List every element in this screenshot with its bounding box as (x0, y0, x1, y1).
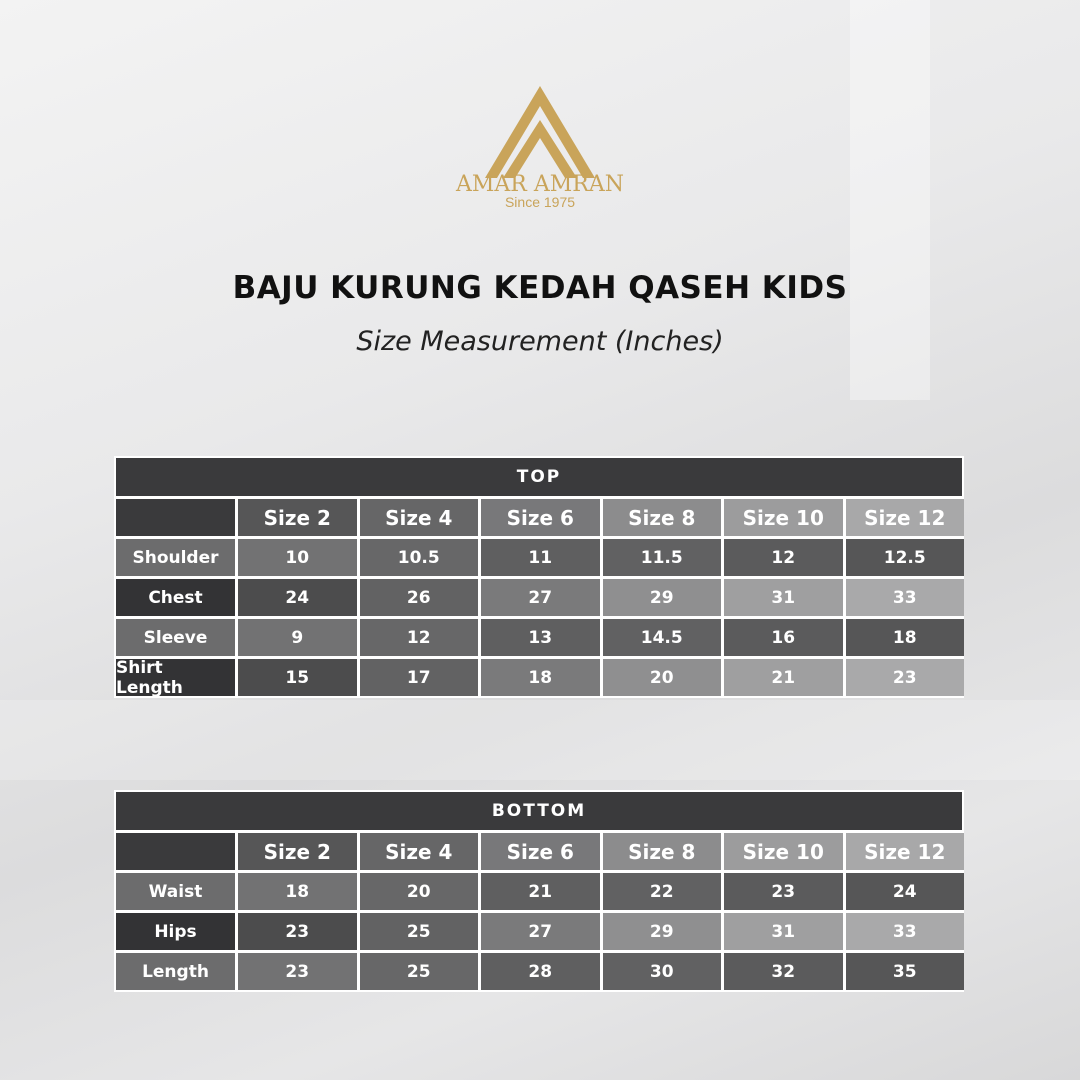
measurement-cell: 33 (845, 913, 964, 950)
top-size-table: TOP Size 2 Size 4 Size 6 Size 8 Size 10 Size 1… (114, 456, 964, 698)
measurement-cell: 25 (359, 953, 478, 990)
size-header-cell: Size 10 (724, 499, 843, 536)
size-header-cell: Size 4 (359, 499, 478, 536)
size-header-row: Size 2 Size 4 Size 6 Size 8 Size 10 Size 12 (116, 499, 964, 536)
measurement-cell: 29 (602, 913, 721, 950)
logo-mark-icon (485, 86, 595, 178)
row-label: Hips (116, 913, 235, 950)
measurement-cell: 13 (481, 619, 600, 656)
corner-cell (116, 499, 235, 536)
measurement-cell: 12 (724, 539, 843, 576)
measurement-cell: 14.5 (602, 619, 721, 656)
measurement-cell: 23 (724, 873, 843, 910)
size-header-cell: Size 12 (845, 833, 964, 870)
measurement-cell: 17 (359, 659, 478, 696)
measurement-cell: 20 (359, 873, 478, 910)
size-header-cell: Size 4 (359, 833, 478, 870)
background-light-panel (850, 0, 930, 400)
measurement-cell: 23 (845, 659, 964, 696)
page-subtitle: Size Measurement (Inches) (356, 326, 724, 357)
measurement-cell: 29 (602, 579, 721, 616)
measurement-cell: 10 (238, 539, 357, 576)
table-row: Waist 18 20 21 22 23 24 (116, 873, 964, 910)
measurement-cell: 10.5 (359, 539, 478, 576)
brand-name: AMAR AMRAN (456, 172, 624, 197)
row-label: Length (116, 953, 235, 990)
background-light-panel (0, 700, 1080, 780)
row-label: Waist (116, 873, 235, 910)
row-label: Shoulder (116, 539, 235, 576)
measurement-cell: 11 (481, 539, 600, 576)
page-title: BAJU KURUNG KEDAH QASEH KIDS (232, 270, 848, 306)
measurement-cell: 15 (238, 659, 357, 696)
measurement-cell: 9 (238, 619, 357, 656)
measurement-cell: 22 (602, 873, 721, 910)
table-row: Shoulder 10 10.5 11 11.5 12 12.5 (116, 539, 964, 576)
size-header-cell: Size 2 (238, 833, 357, 870)
table-row: Chest 24 26 27 29 31 33 (116, 579, 964, 616)
bottom-size-table: BOTTOM Size 2 Size 4 Size 6 Size 8 Size 10 Siz… (114, 790, 964, 992)
measurement-cell: 23 (238, 953, 357, 990)
size-header-cell: Size 2 (238, 499, 357, 536)
measurement-cell: 11.5 (602, 539, 721, 576)
measurement-cell: 20 (602, 659, 721, 696)
size-header-cell: Size 12 (845, 499, 964, 536)
measurement-cell: 18 (238, 873, 357, 910)
brand-since: Since 1975 (504, 194, 576, 210)
measurement-cell: 30 (602, 953, 721, 990)
measurement-cell: 27 (481, 579, 600, 616)
measurement-cell: 12.5 (845, 539, 964, 576)
measurement-cell: 31 (724, 579, 843, 616)
measurement-cell: 21 (724, 659, 843, 696)
row-label: Sleeve (116, 619, 235, 656)
table-heading: TOP (116, 458, 962, 496)
brand-logo: AMAR AMRAN Since 1975 (440, 86, 640, 210)
measurement-cell: 27 (481, 913, 600, 950)
measurement-cell: 21 (481, 873, 600, 910)
measurement-cell: 35 (845, 953, 964, 990)
size-header-cell: Size 8 (602, 833, 721, 870)
measurement-cell: 24 (238, 579, 357, 616)
measurement-cell: 18 (845, 619, 964, 656)
size-header-cell: Size 10 (724, 833, 843, 870)
size-header-cell: Size 6 (481, 833, 600, 870)
table-row: Length 23 25 28 30 32 35 (116, 953, 964, 990)
row-label: Chest (116, 579, 235, 616)
measurement-cell: 16 (724, 619, 843, 656)
size-header-cell: Size 6 (481, 499, 600, 536)
measurement-cell: 25 (359, 913, 478, 950)
table-row: Shirt Length 15 17 18 20 21 23 (116, 658, 964, 698)
measurement-cell: 31 (724, 913, 843, 950)
measurement-cell: 18 (481, 659, 600, 696)
corner-cell (116, 833, 235, 870)
measurement-cell: 23 (238, 913, 357, 950)
row-label: Shirt Length (116, 658, 235, 698)
measurement-cell: 32 (724, 953, 843, 990)
measurement-cell: 26 (359, 579, 478, 616)
table-row: Sleeve 9 12 13 14.5 16 18 (116, 619, 964, 656)
measurement-cell: 24 (845, 873, 964, 910)
size-header-row: Size 2 Size 4 Size 6 Size 8 Size 10 Size 12 (116, 833, 964, 870)
table-row: Hips 23 25 27 29 31 33 (116, 913, 964, 950)
measurement-cell: 28 (481, 953, 600, 990)
size-header-cell: Size 8 (602, 499, 721, 536)
table-heading: BOTTOM (116, 792, 962, 830)
measurement-cell: 12 (359, 619, 478, 656)
measurement-cell: 33 (845, 579, 964, 616)
